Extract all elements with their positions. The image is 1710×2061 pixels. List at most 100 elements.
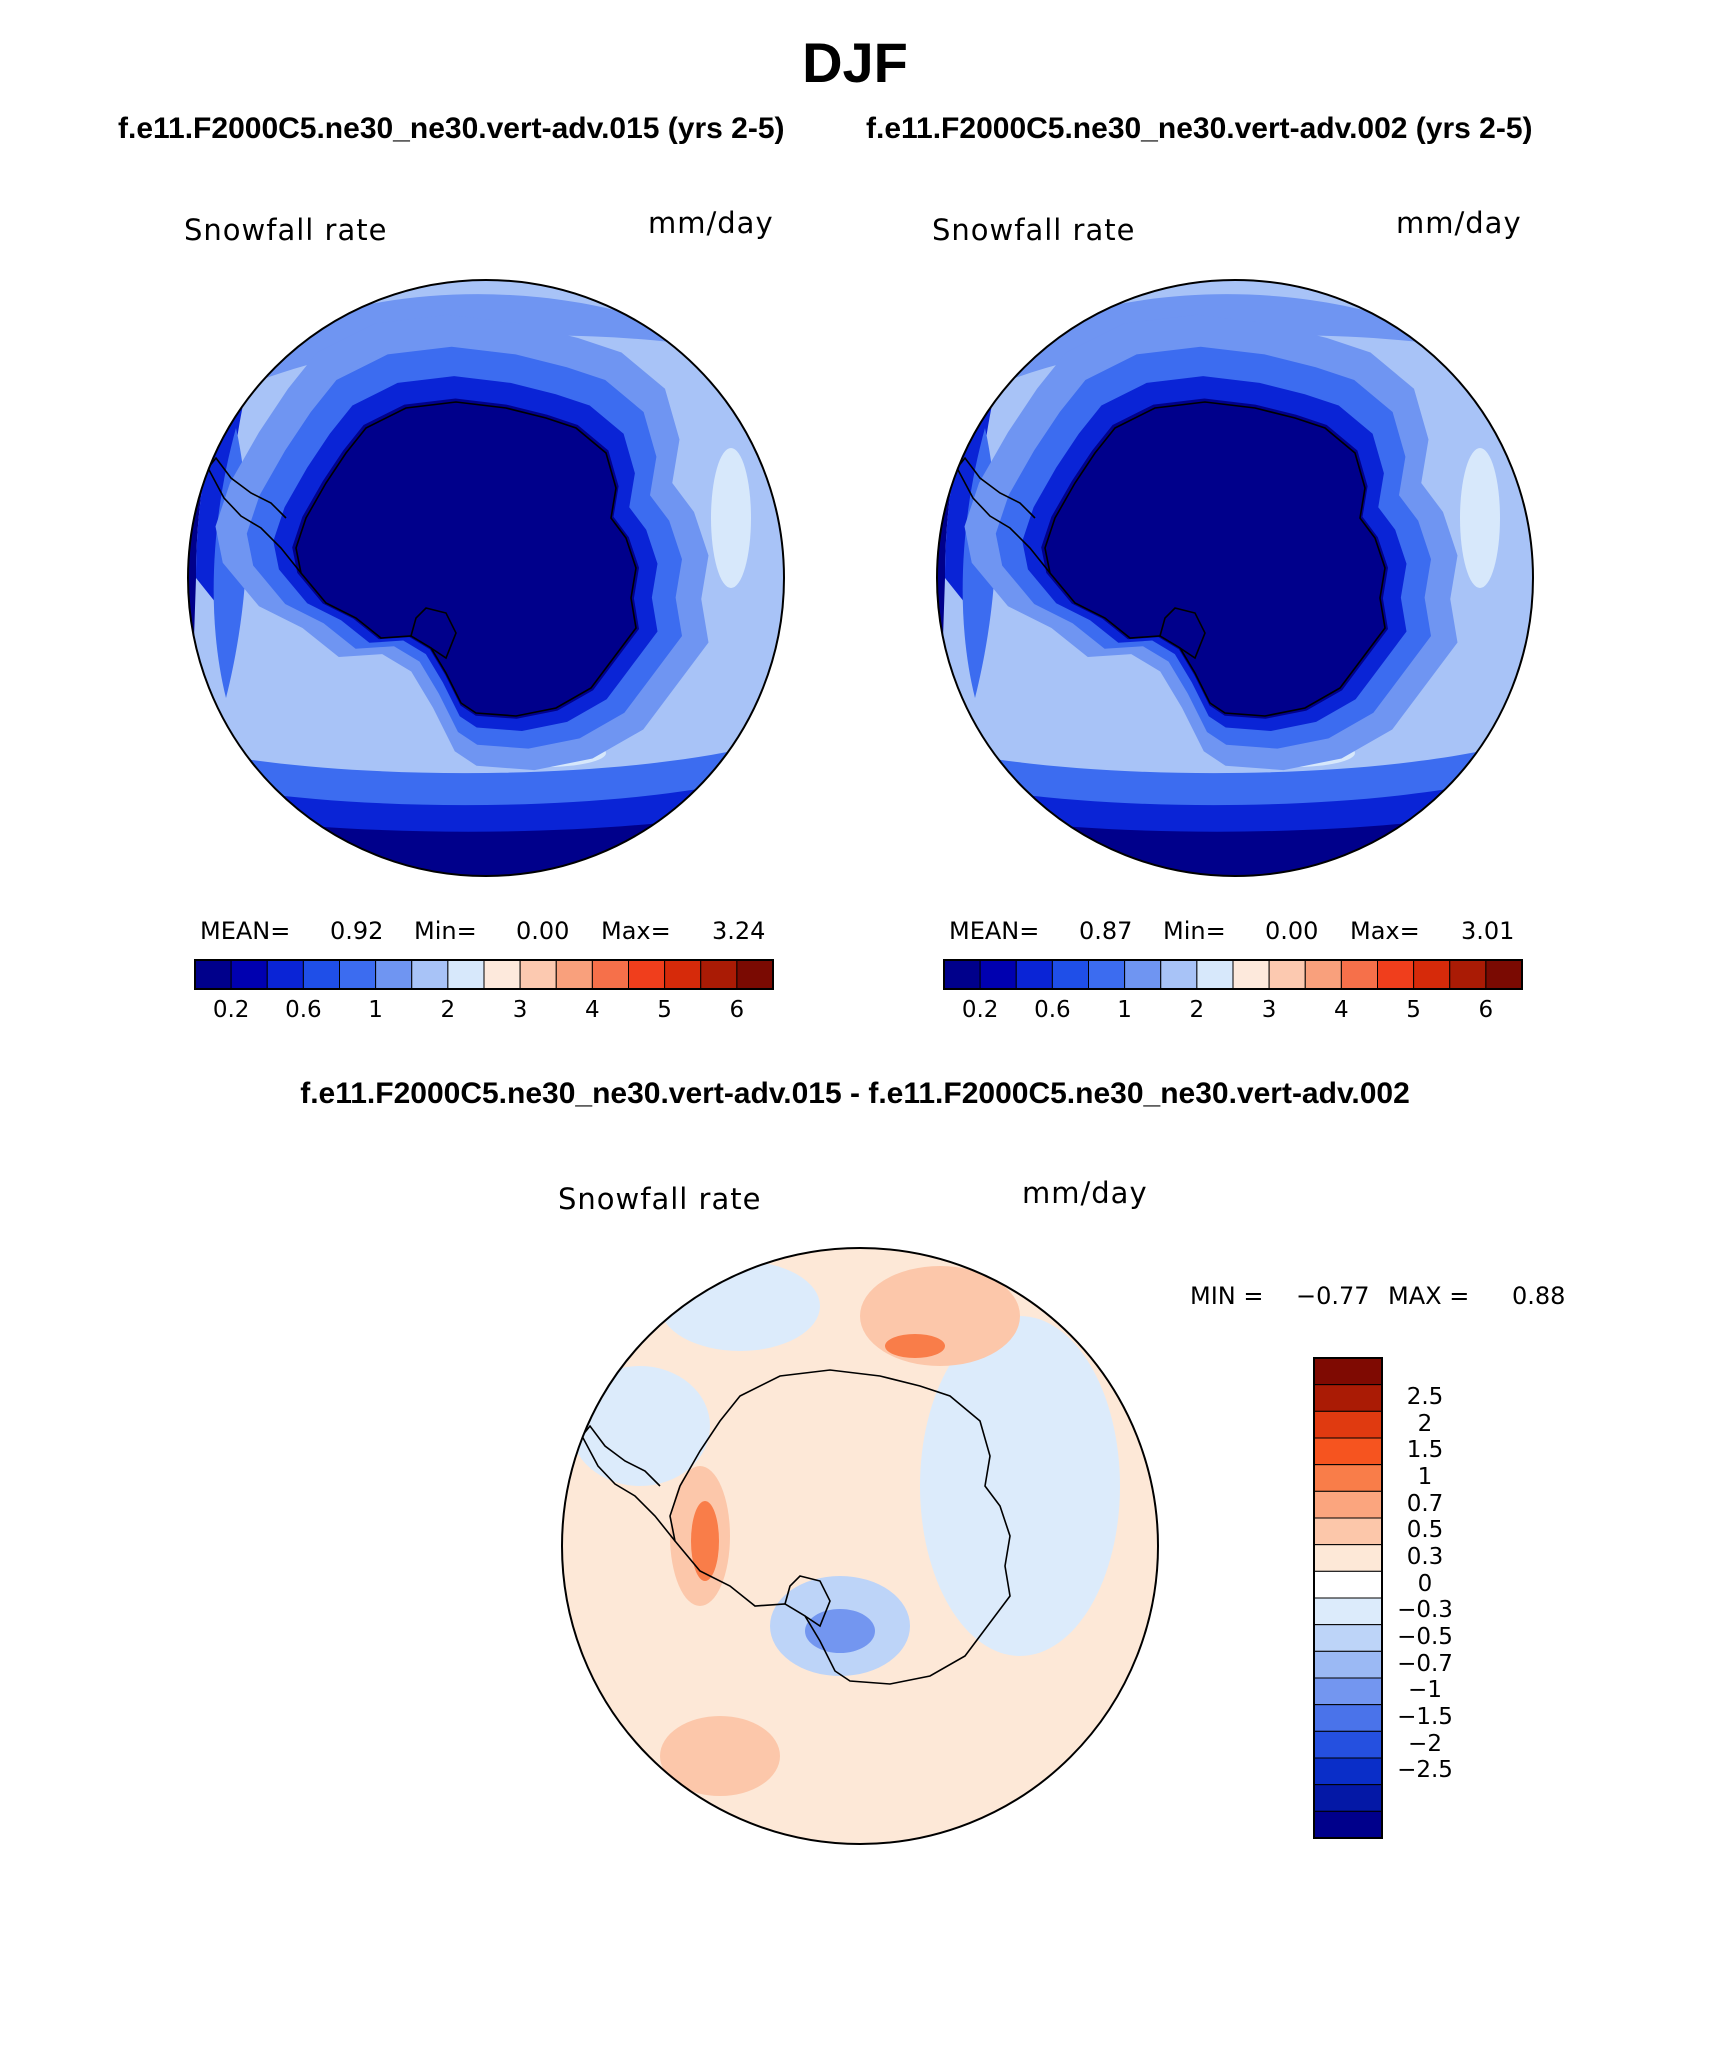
colorbar-box xyxy=(1313,1624,1383,1652)
colorbar-box xyxy=(194,959,232,990)
colorbar-box xyxy=(664,959,702,990)
colorbar-tick-label: 0.2 xyxy=(212,997,250,1023)
colorbar-box xyxy=(1313,1597,1383,1626)
diff-variable: Snowfall rate xyxy=(558,1182,762,1216)
colorbar-box xyxy=(1232,959,1270,990)
colorbar-box xyxy=(943,959,981,990)
panel-2-mean-label: MEAN= xyxy=(949,917,1040,945)
colorbar-box xyxy=(230,959,268,990)
colorbar-tick-label: 1 xyxy=(368,997,383,1023)
colorbar-box xyxy=(700,959,738,990)
colorbar-box xyxy=(1313,1517,1383,1546)
panel-2-min: 0.00 xyxy=(1265,917,1319,945)
diff-coastline-ross-ice-shelf xyxy=(784,1575,831,1628)
map-band-south-3 xyxy=(188,738,784,806)
coastline-ross-ice-shelf xyxy=(1159,607,1206,660)
panel-2-variable: Snowfall rate xyxy=(932,213,1136,247)
colorbar-box xyxy=(1313,1677,1383,1706)
colorbar-tick-label: 0 xyxy=(1417,1570,1433,1597)
colorbar-tick-label: 0.7 xyxy=(1406,1490,1444,1517)
map-1-boundary xyxy=(187,279,785,877)
colorbar-tick-label: −2 xyxy=(1408,1730,1442,1757)
colorbar-box xyxy=(447,959,485,990)
panel-1-max-label: Max= xyxy=(601,917,671,945)
colorbar-box xyxy=(1313,1464,1383,1492)
panel-1-mean-label: MEAN= xyxy=(200,917,291,945)
colorbar-box xyxy=(1160,959,1198,990)
colorbar-box xyxy=(1340,959,1378,990)
difference-map xyxy=(562,1248,1158,1844)
colorbar-box xyxy=(375,959,413,990)
colorbar-tick-label: 0.3 xyxy=(1406,1544,1444,1570)
coastline-antarctica xyxy=(1044,401,1386,717)
colorbar-frame xyxy=(1313,1357,1383,1839)
diff-max-label: MAX = xyxy=(1388,1282,1470,1310)
figure-title: DJF xyxy=(802,31,908,94)
coastline-ross-ice-shelf xyxy=(410,607,457,660)
colorbar-box xyxy=(1377,959,1415,990)
difference-title: f.e11.F2000C5.ne30_ne30.vert-adv.015 - f… xyxy=(300,1077,1410,1110)
colorbar-box xyxy=(1313,1704,1383,1732)
colorbar-box xyxy=(1088,959,1126,990)
panel-1-units: mm/day xyxy=(648,206,774,240)
subtitle-left: f.e11.F2000C5.ne30_ne30.vert-adv.015 (yr… xyxy=(118,112,785,145)
colorbar-tick-label: 4 xyxy=(1334,997,1349,1023)
diff-neg-patch-east xyxy=(920,1316,1120,1656)
map-light-patch-east xyxy=(1460,448,1500,588)
colorbar-box xyxy=(302,959,340,990)
diff-pos-core-peninsula xyxy=(691,1501,719,1581)
diff-pos-patch-south xyxy=(660,1716,780,1796)
colorbar-tick-label: 2.5 xyxy=(1406,1384,1444,1410)
colorbar-box xyxy=(1313,1437,1383,1466)
colorbar-box xyxy=(483,959,521,990)
colorbar-tick-label: −2.5 xyxy=(1397,1757,1453,1784)
colorbar-box xyxy=(1313,1384,1383,1412)
panel-1-mean: 0.92 xyxy=(330,917,384,945)
colorbar-tick-label: 2 xyxy=(1189,997,1205,1023)
map-continent-fill xyxy=(292,398,639,719)
colorbar-tick-label: −0.5 xyxy=(1397,1624,1453,1650)
colorbar-tick-label: 1 xyxy=(1117,997,1132,1023)
colorbar-tick-label: 3 xyxy=(1261,997,1277,1023)
colorbar-tick-label: 6 xyxy=(1478,997,1494,1023)
colorbar-box xyxy=(736,959,774,990)
colorbar-panel-2 xyxy=(943,959,1523,990)
colorbar-tick-label: 5 xyxy=(657,997,672,1023)
colorbar-tick-label: −0.7 xyxy=(1397,1650,1453,1677)
colorbar-box xyxy=(1449,959,1487,990)
panel-1-min: 0.00 xyxy=(516,917,570,945)
colorbar-tick-label: 6 xyxy=(729,997,745,1023)
colorbar-panel-1 xyxy=(194,959,774,990)
colorbar-box xyxy=(1051,959,1089,990)
colorbar-box xyxy=(1313,1357,1383,1386)
map-band-south-2 xyxy=(937,768,1533,832)
colorbar-box xyxy=(1313,1544,1383,1572)
colorbar-box xyxy=(411,959,449,990)
diff-units: mm/day xyxy=(1022,1176,1148,1210)
colorbar-tick-label: −1.5 xyxy=(1397,1704,1453,1730)
colorbar-tick-label: 2 xyxy=(440,997,456,1023)
colorbar-box xyxy=(1413,959,1451,990)
colorbar-tick-label: 1 xyxy=(1417,1464,1433,1490)
panel-1-variable: Snowfall rate xyxy=(184,213,388,247)
colorbar-box xyxy=(1313,1730,1383,1759)
colorbar-tick-label: −0.3 xyxy=(1397,1597,1453,1624)
colorbar-box xyxy=(1313,1490,1383,1519)
colorbar-box xyxy=(1313,1570,1383,1599)
colorbar-box xyxy=(1313,1784,1383,1812)
map-continent-fill xyxy=(1041,398,1388,719)
colorbar-box xyxy=(1485,959,1523,990)
snowfall-map-2 xyxy=(937,280,1533,876)
colorbar-box xyxy=(1015,959,1053,990)
colorbar-box xyxy=(1313,1650,1383,1679)
panel-2-max-label: Max= xyxy=(1350,917,1420,945)
colorbar-box xyxy=(591,959,629,990)
diff-neg-core-ross xyxy=(805,1609,875,1653)
colorbar-box xyxy=(266,959,304,990)
colorbar-tick-label: −1 xyxy=(1408,1677,1442,1704)
diff-min: −0.77 xyxy=(1296,1282,1370,1310)
colorbar-tick-label: 0.5 xyxy=(1406,1517,1444,1544)
colorbar-box xyxy=(519,959,557,990)
colorbar-box xyxy=(1196,959,1234,990)
